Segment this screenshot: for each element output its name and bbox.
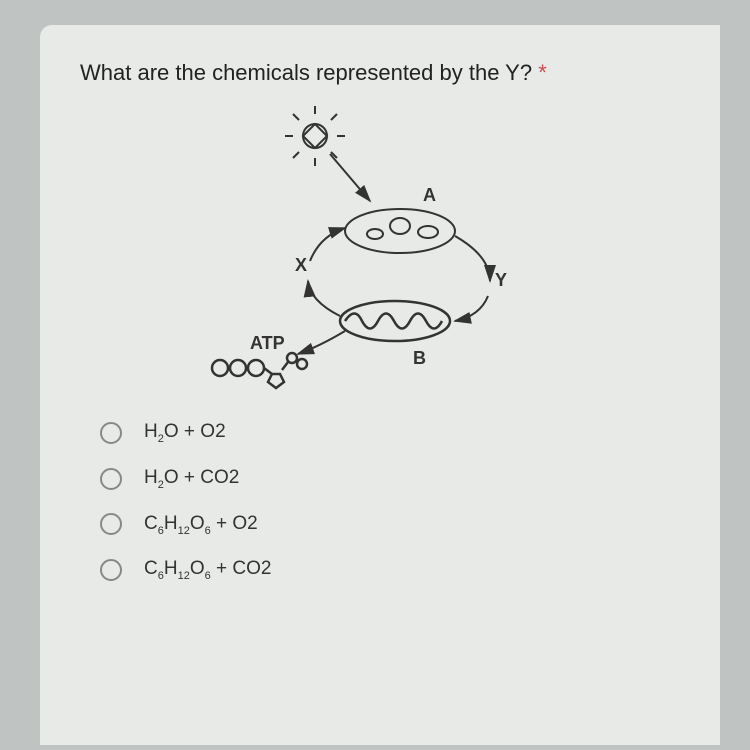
diagram-svg: A Y B X: [190, 106, 570, 406]
cycle-diagram: A Y B X: [190, 106, 570, 406]
arrow-b-to-atp: [298, 331, 345, 354]
label-b: B: [413, 348, 426, 368]
arrow-y-to-b: [455, 296, 488, 321]
option-1-label: H2O + O2: [144, 421, 226, 445]
radio-icon: [100, 513, 122, 535]
label-y: Y: [495, 270, 507, 290]
sun-arrow: [330, 154, 370, 201]
question-text: What are the chemicals represented by th…: [80, 60, 680, 86]
radio-icon: [100, 422, 122, 444]
option-3-label: C6H12O6 + O2: [144, 513, 258, 537]
arrow-to-y: [455, 236, 490, 281]
radio-icon: [100, 468, 122, 490]
option-4-label: C6H12O6 + CO2: [144, 558, 271, 582]
option-3[interactable]: C6H12O6 + O2: [100, 513, 680, 537]
radio-icon: [100, 559, 122, 581]
option-4[interactable]: C6H12O6 + CO2: [100, 558, 680, 582]
arrow-x-to-a: [310, 228, 345, 261]
label-x: X: [295, 255, 307, 275]
chloroplast-icon: [345, 209, 455, 253]
sun-icon: [285, 106, 345, 166]
required-asterisk: *: [538, 60, 547, 85]
options-group: H2O + O2 H2O + CO2 C6H12O6 + O2 C6H12O6 …: [80, 421, 680, 582]
arrow-b-to-x: [308, 281, 340, 316]
question-card: What are the chemicals represented by th…: [40, 25, 720, 745]
atp-molecule-icon: [212, 353, 307, 388]
option-2[interactable]: H2O + CO2: [100, 467, 680, 491]
option-1[interactable]: H2O + O2: [100, 421, 680, 445]
question-body: What are the chemicals represented by th…: [80, 60, 538, 85]
label-a: A: [423, 185, 436, 205]
option-2-label: H2O + CO2: [144, 467, 239, 491]
label-atp: ATP: [250, 333, 285, 353]
mitochondrion-icon: [340, 301, 450, 341]
